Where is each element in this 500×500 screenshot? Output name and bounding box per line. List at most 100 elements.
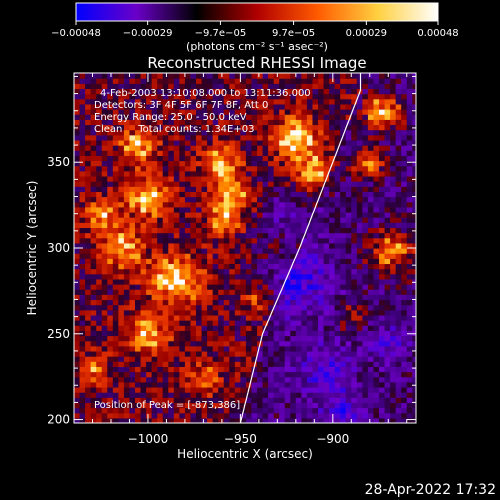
heatmap-cell bbox=[406, 145, 413, 151]
heatmap-cell bbox=[329, 206, 336, 213]
heatmap-cell bbox=[234, 222, 241, 229]
heatmap-cell bbox=[201, 237, 208, 244]
heatmap-cell bbox=[279, 273, 286, 280]
heatmap-cell bbox=[96, 232, 103, 239]
heatmap-cell bbox=[85, 165, 92, 172]
heatmap-cell bbox=[184, 196, 192, 203]
heatmap-cell bbox=[184, 175, 192, 182]
heatmap-cell bbox=[74, 191, 81, 198]
heatmap-cell bbox=[234, 191, 241, 198]
heatmap-cell bbox=[101, 170, 108, 177]
heatmap-cell bbox=[318, 325, 325, 331]
heatmap-cell bbox=[90, 134, 97, 141]
heatmap-cell bbox=[184, 88, 192, 95]
heatmap-cell bbox=[284, 232, 291, 239]
heatmap-cell bbox=[201, 242, 208, 249]
heatmap-cell bbox=[101, 381, 108, 388]
heatmap-cell bbox=[323, 320, 330, 326]
heatmap-cell bbox=[123, 201, 131, 208]
heatmap-cell bbox=[107, 356, 114, 362]
heatmap-cell bbox=[284, 412, 291, 419]
heatmap-cell bbox=[384, 124, 391, 131]
heatmap-cell bbox=[151, 361, 158, 367]
heatmap-cell bbox=[107, 73, 114, 79]
heatmap-cell bbox=[373, 114, 380, 120]
heatmap-cell bbox=[401, 314, 408, 321]
heatmap-cell bbox=[212, 201, 219, 208]
heatmap-cell bbox=[146, 417, 153, 423]
heatmap-cell bbox=[196, 356, 203, 362]
heatmap-cell bbox=[190, 88, 197, 95]
heatmap-cell bbox=[412, 258, 416, 265]
heatmap-cell bbox=[362, 397, 369, 404]
heatmap-cell bbox=[196, 186, 203, 192]
heatmap-cell bbox=[301, 170, 308, 177]
heatmap-cell bbox=[362, 165, 369, 172]
heatmap-cell bbox=[245, 335, 253, 342]
heatmap-cell bbox=[268, 356, 275, 362]
heatmap-cell bbox=[301, 83, 308, 90]
heatmap-cell bbox=[362, 320, 369, 326]
heatmap-cell bbox=[401, 366, 408, 373]
heatmap-cell bbox=[107, 309, 114, 316]
heatmap-cell bbox=[329, 278, 336, 285]
heatmap-cell bbox=[290, 109, 297, 115]
heatmap-cell bbox=[412, 196, 416, 203]
heatmap-cell bbox=[273, 78, 280, 84]
heatmap-cell bbox=[112, 320, 119, 326]
heatmap-cell bbox=[379, 181, 386, 187]
heatmap-cell bbox=[395, 371, 402, 378]
heatmap-cell bbox=[295, 386, 302, 393]
heatmap-cell bbox=[351, 186, 358, 192]
heatmap-cell bbox=[101, 376, 108, 383]
heatmap-cell bbox=[223, 114, 230, 120]
heatmap-cell bbox=[306, 191, 314, 198]
heatmap-cell bbox=[218, 397, 225, 404]
heatmap-cell bbox=[401, 392, 408, 398]
heatmap-cell bbox=[318, 361, 325, 367]
heatmap-cell bbox=[201, 109, 208, 115]
heatmap-cell bbox=[284, 165, 291, 172]
heatmap-cell bbox=[168, 366, 175, 373]
heatmap-cell bbox=[345, 304, 352, 311]
heatmap-cell bbox=[112, 361, 119, 367]
heatmap-cell bbox=[207, 206, 214, 213]
heatmap-cell bbox=[306, 304, 314, 311]
heatmap-cell bbox=[295, 114, 302, 120]
heatmap-cell bbox=[79, 376, 86, 383]
heatmap-cell bbox=[401, 350, 408, 357]
heatmap-cell bbox=[179, 278, 186, 285]
heatmap-cell bbox=[401, 376, 408, 383]
heatmap-cell bbox=[306, 356, 314, 362]
heatmap-cell bbox=[312, 186, 319, 192]
heatmap-cell bbox=[223, 304, 230, 311]
heatmap-cell bbox=[168, 134, 175, 141]
heatmap-cell bbox=[329, 73, 336, 79]
heatmap-cell bbox=[373, 345, 380, 352]
heatmap-cell bbox=[384, 181, 391, 187]
heatmap-cell bbox=[262, 356, 269, 362]
heatmap-cell bbox=[112, 242, 119, 249]
heatmap-cell bbox=[207, 186, 214, 192]
heatmap-cell bbox=[118, 160, 125, 167]
heatmap-cell bbox=[207, 124, 214, 131]
heatmap-cell bbox=[290, 98, 297, 105]
heatmap-cell bbox=[79, 98, 86, 105]
heatmap-cell bbox=[123, 253, 131, 259]
heatmap-cell bbox=[290, 186, 297, 192]
heatmap-cell bbox=[240, 196, 247, 203]
heatmap-cell bbox=[351, 73, 358, 79]
heatmap-cell bbox=[173, 160, 180, 167]
heatmap-cell bbox=[173, 417, 180, 423]
heatmap-cell bbox=[168, 263, 175, 270]
heatmap-cell bbox=[140, 88, 147, 95]
heatmap-cell bbox=[168, 268, 175, 275]
heatmap-cell bbox=[96, 258, 103, 265]
heatmap-cell bbox=[301, 150, 308, 156]
heatmap-cell bbox=[356, 366, 363, 373]
heatmap-cell bbox=[90, 222, 97, 229]
heatmap-cell bbox=[334, 232, 341, 239]
heatmap-cell bbox=[207, 196, 214, 203]
heatmap-cell bbox=[207, 407, 214, 414]
heatmap-cell bbox=[390, 330, 397, 337]
